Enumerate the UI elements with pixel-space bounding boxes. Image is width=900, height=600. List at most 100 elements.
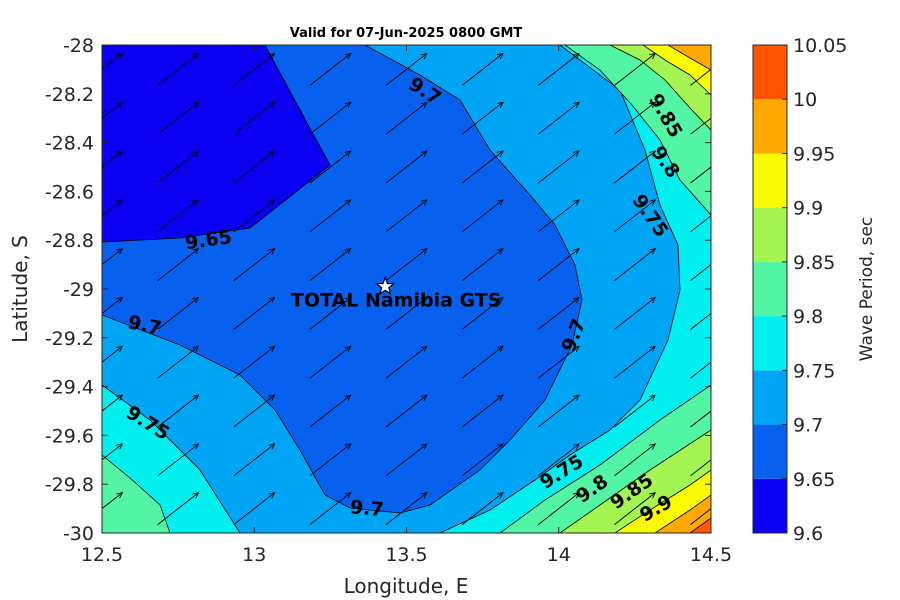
colorbar-label: Wave Period, sec — [857, 217, 877, 362]
wave-vector-arrow — [233, 346, 275, 379]
wave-vector-arrow — [614, 151, 655, 184]
wave-vector-arrow — [537, 102, 579, 135]
wave-vector-arrow — [614, 102, 655, 135]
wave-vector-arrow — [614, 444, 655, 477]
wave-vector-arrow — [690, 410, 711, 428]
wave-vector-arrow — [614, 395, 655, 428]
y-tick-label: -29.4 — [45, 377, 94, 399]
colorbar-swatch — [753, 370, 787, 425]
wave-direction-vectors — [102, 53, 711, 525]
band-9-95-se — [654, 494, 711, 533]
x-tick-label: 14 — [547, 544, 571, 566]
wave-vector-arrow — [309, 200, 351, 233]
wave-vector-arrow — [102, 493, 123, 510]
wave-vector-arrow — [614, 297, 655, 330]
wave-vector-arrow — [461, 102, 503, 135]
colorbar-swatch — [753, 261, 787, 317]
wave-vector-arrow — [385, 151, 427, 184]
colorbar-tick-label: 9.95 — [793, 143, 835, 165]
wave-vector-arrow — [614, 200, 655, 233]
y-tick-label: -29.8 — [45, 474, 94, 496]
wave-vector-arrow — [537, 151, 579, 184]
wave-vector-arrow — [233, 151, 275, 184]
wave-vector-arrow — [537, 53, 579, 86]
wave-vector-arrow — [157, 249, 199, 281]
colorbar-tick-label: 9.7 — [793, 415, 823, 437]
wave-vector-arrow — [690, 459, 711, 477]
y-tick-label: -28.2 — [45, 84, 94, 106]
y-tick-label: -28 — [63, 35, 94, 57]
wave-vector-arrow — [309, 297, 351, 330]
x-tick-label: 14.5 — [690, 544, 732, 566]
wave-vector-arrow — [690, 166, 711, 184]
wave-vector-arrow — [233, 444, 275, 477]
wave-vector-arrow — [461, 395, 503, 428]
y-tick-label: -30 — [63, 523, 94, 545]
wave-vector-arrow — [537, 200, 579, 233]
wave-vector-arrow — [385, 53, 427, 86]
wave-vector-arrow — [385, 249, 427, 281]
colorbar-tick-label: 9.75 — [793, 360, 835, 382]
wave-vector-arrow — [157, 297, 199, 330]
wave-vector-arrow — [614, 249, 655, 281]
colorbar-swatch — [753, 424, 787, 479]
colorbar-tick-label: 9.6 — [793, 523, 823, 545]
chart-title: Valid for 07-Jun-2025 0800 GMT — [290, 26, 523, 41]
wave-vector-arrow — [537, 297, 579, 330]
wave-vector-arrow — [102, 249, 123, 266]
wave-vector-arrow — [157, 102, 199, 135]
wave-vector-arrow — [537, 444, 579, 477]
wave-vector-arrow — [614, 53, 655, 86]
x-tick-label: 12.5 — [81, 544, 123, 566]
wave-vector-arrow — [537, 249, 579, 281]
wave-vector-arrow — [537, 395, 579, 428]
wave-vector-arrow — [157, 346, 199, 379]
wave-vector-arrow — [102, 200, 123, 217]
wave-vector-arrow — [157, 493, 199, 525]
y-tick-label: -29.6 — [45, 425, 94, 447]
wave-vector-arrow — [157, 395, 199, 428]
wave-vector-arrow — [309, 395, 351, 428]
wave-vector-arrow — [309, 493, 351, 525]
y-axis-label: Latitude, S — [8, 235, 32, 343]
wave-vector-arrow — [690, 508, 711, 525]
wave-vector-arrow — [537, 493, 579, 525]
wave-vector-arrow — [233, 102, 275, 135]
contour-label: 9.7 — [349, 496, 384, 521]
wave-vector-arrow — [102, 53, 123, 70]
colorbar-tick-label: 9.65 — [793, 469, 835, 491]
wave-vector-arrow — [461, 444, 503, 477]
wave-vector-arrow — [157, 444, 199, 477]
wave-vector-arrow — [157, 200, 199, 233]
wave-vector-arrow — [385, 444, 427, 477]
site-marker-group: TOTAL Namibia GTS — [291, 275, 501, 312]
x-axis: 12.5 13 13.5 14 14.5 — [81, 45, 732, 566]
wave-vector-arrow — [461, 151, 503, 184]
colorbar-tick-label: 9.85 — [793, 252, 835, 274]
wave-vector-arrow — [385, 297, 427, 330]
wave-vector-arrow — [614, 493, 655, 525]
wave-vector-arrow — [233, 249, 275, 281]
wave-vector-arrow — [690, 361, 711, 379]
y-tick-label: -28.8 — [45, 230, 94, 252]
wave-vector-arrow — [461, 249, 503, 281]
y-tick-label: -28.4 — [45, 133, 94, 155]
wave-vector-arrow — [309, 102, 351, 135]
wave-vector-arrow — [690, 117, 711, 135]
y-tick-label: -29 — [63, 279, 94, 301]
colorbar-swatch — [753, 478, 787, 533]
x-tick-label: 13 — [242, 544, 266, 566]
wave-vector-arrow — [233, 395, 275, 428]
y-tick-label: -29.2 — [45, 328, 94, 350]
wave-vector-arrow — [385, 346, 427, 379]
x-tick-label: 13.5 — [385, 544, 427, 566]
wave-vector-arrow — [690, 68, 711, 86]
wave-vector-arrow — [461, 200, 503, 233]
wave-vector-arrow — [102, 346, 123, 363]
colorbar-swatch — [753, 153, 787, 208]
wave-vector-arrow — [233, 53, 275, 86]
wave-vector-arrow — [461, 493, 503, 525]
wave-vector-arrow — [157, 151, 199, 184]
wave-vector-arrow — [461, 53, 503, 86]
